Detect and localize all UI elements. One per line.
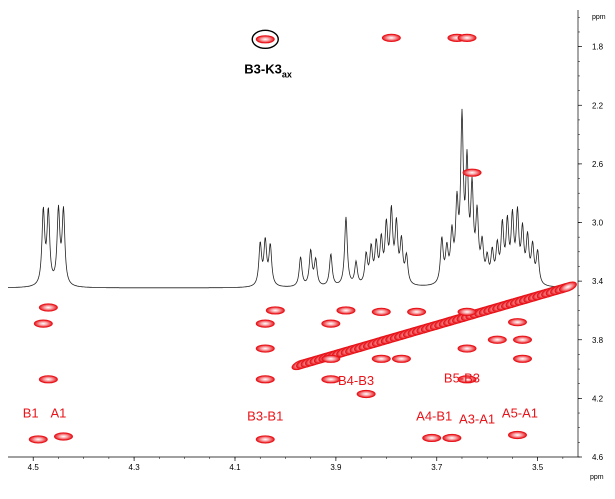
y-axis-ticks: 1.8 2.2 2.6 3.0 3.4 3.8 4.2 4.6	[578, 17, 604, 462]
cross-peaks	[28, 33, 533, 444]
cross-peak	[371, 307, 391, 317]
diagonal-peaks	[291, 281, 577, 371]
cross-peak	[457, 375, 477, 384]
y-tick-label: 4.2	[592, 394, 604, 403]
cross-peak	[38, 303, 58, 312]
x-axis-ticks: 4.5 4.3 4.1 3.9 3.7 3.5	[28, 457, 564, 472]
x-tick-label: 4.5	[28, 463, 40, 472]
cross-peak	[391, 354, 411, 363]
cross-peak	[507, 318, 527, 327]
peak-annotations: B1 A1 B3-B1 B4-B3 B5-B3 A4-B1 A3-A1 A5-A1	[23, 370, 538, 426]
peak-annotation-label: A3-A1	[459, 411, 495, 426]
diagonal-peak	[558, 281, 577, 293]
cross-peak	[371, 354, 391, 363]
y-tick-label: 1.8	[592, 43, 604, 52]
y-tick-label: 3.8	[592, 336, 604, 345]
peak-annotation-label: A5-A1	[502, 405, 538, 420]
x-tick-label: 4.1	[229, 463, 241, 472]
cross-peak	[507, 430, 527, 440]
cross-peak	[255, 344, 275, 353]
cross-peak	[321, 354, 341, 363]
highlight-ellipse	[251, 29, 279, 50]
cross-peak	[457, 307, 477, 317]
cross-peak	[255, 435, 275, 444]
cross-peak	[513, 354, 533, 363]
cross-peak	[321, 375, 341, 384]
cross-peak	[356, 389, 376, 399]
cross-peak	[255, 35, 275, 44]
y-tick-label: 4.6	[592, 453, 604, 462]
cross-peak	[33, 319, 53, 328]
highlight-label-main: B3-K3	[244, 61, 282, 76]
cross-peak	[321, 319, 341, 328]
cross-peak	[53, 432, 73, 441]
y-tick-label: 3.4	[592, 277, 604, 286]
1d-proton-spectrum-trace	[8, 108, 569, 289]
cross-peak	[336, 306, 356, 315]
peak-annotation-label: A1	[50, 405, 66, 420]
cross-peak	[265, 306, 285, 315]
cross-peak	[38, 375, 58, 384]
cross-peak	[28, 435, 48, 444]
peak-annotation-label: B5-B3	[444, 370, 480, 385]
x-tick-label: 3.9	[330, 463, 342, 472]
y-tick-label: 2.2	[592, 101, 604, 110]
peak-annotation-label: B4-B3	[338, 373, 374, 388]
y-tick-label: 2.6	[592, 160, 604, 169]
peak-annotation-label: B3-B1	[247, 408, 283, 423]
cross-peak	[487, 335, 507, 344]
cross-peak	[407, 307, 427, 317]
cross-peak	[513, 335, 533, 344]
peak-annotation-label: B1	[23, 405, 39, 420]
x-axis-unit-label: ppm	[590, 474, 604, 481]
cross-peak	[381, 33, 401, 42]
highlight-label-subscript: ax	[282, 69, 292, 79]
cross-peak	[255, 375, 275, 384]
cross-peak	[422, 433, 442, 443]
cross-peak	[255, 319, 275, 328]
y-tick-label: 3.0	[592, 219, 604, 228]
peak-annotation-label: A4-B1	[416, 408, 452, 423]
cross-peak	[442, 433, 462, 443]
cross-peak	[462, 168, 482, 177]
cross-peak	[457, 344, 477, 353]
x-tick-label: 4.3	[129, 463, 141, 472]
cross-peak	[457, 33, 477, 42]
y-axis-unit-label: ppm	[592, 14, 606, 21]
x-tick-label: 3.7	[431, 463, 443, 472]
x-tick-label: 3.5	[532, 463, 544, 472]
highlight-label: B3-K3ax	[244, 61, 292, 79]
